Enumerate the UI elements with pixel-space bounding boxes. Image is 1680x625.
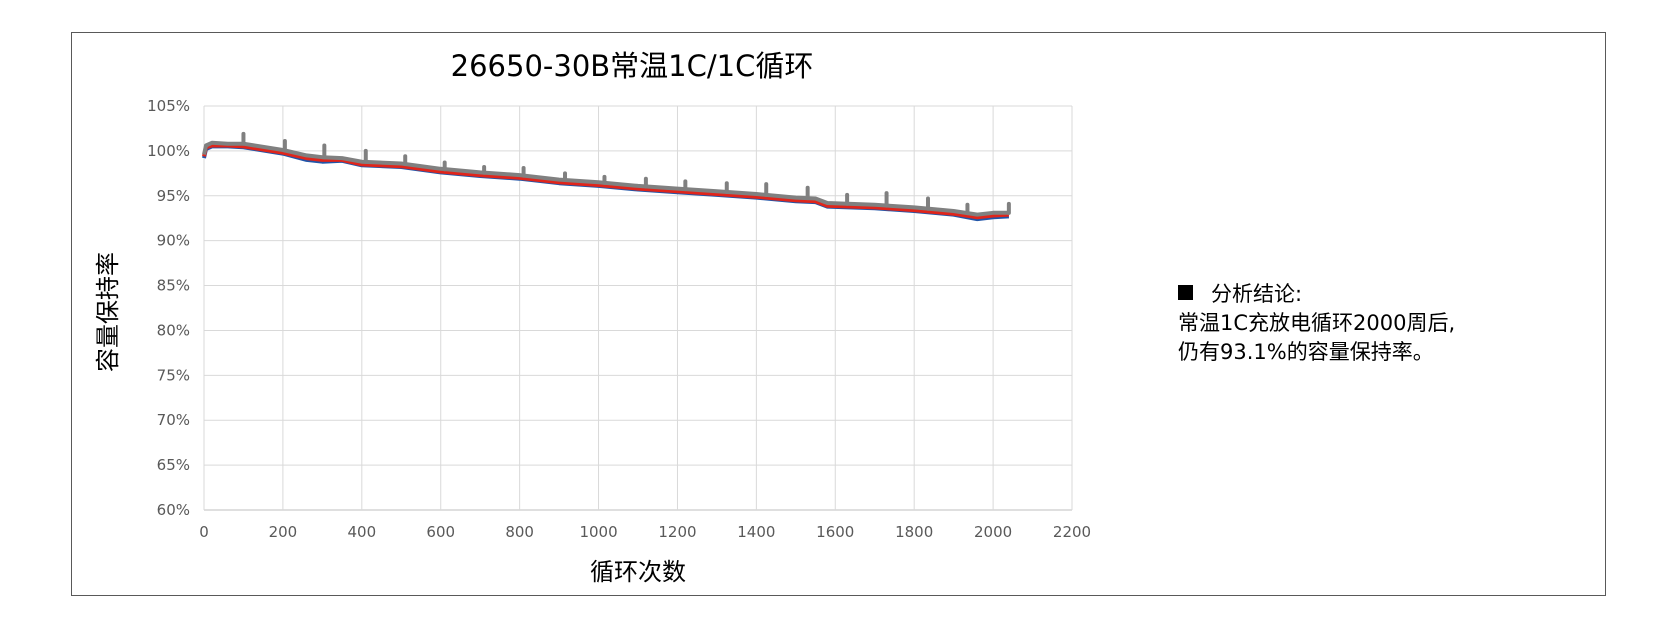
series-line-cell-2 — [202, 143, 1010, 220]
y-tick-label: 105% — [147, 97, 190, 115]
x-tick-label: 1600 — [816, 523, 854, 541]
y-tick-label: 90% — [157, 232, 190, 250]
x-tick-label: 1400 — [737, 523, 775, 541]
x-tick-label: 600 — [426, 523, 455, 541]
y-axis-title: 容量保持率 — [94, 252, 122, 372]
y-tick-label: 60% — [157, 501, 190, 519]
square-bullet-icon — [1178, 285, 1193, 300]
grid — [203, 105, 1073, 511]
series-group — [202, 131, 1011, 222]
x-axis-title: 循环次数 — [590, 558, 686, 586]
x-tick-label: 200 — [269, 523, 298, 541]
x-tick-label: 800 — [505, 523, 534, 541]
analysis-conclusion: 分析结论: 常温1C充放电循环2000周后, 仍有93.1%的容量保持率。 — [1178, 280, 1455, 367]
y-tick-label: 65% — [157, 456, 190, 474]
x-tick-label: 2000 — [974, 523, 1012, 541]
conclusion-line-2: 仍有93.1%的容量保持率。 — [1178, 340, 1434, 364]
y-tick-label: 70% — [157, 411, 190, 429]
y-tick-label: 95% — [157, 187, 190, 205]
y-tick-labels: 60% 65% 70% 75% 80% 85% 90% 95% 100% 105% — [147, 97, 190, 519]
x-tick-label: 0 — [199, 523, 209, 541]
conclusion-heading: 分析结论: — [1211, 282, 1303, 306]
chart-title: 26650-30B常温1C/1C循环 — [451, 49, 814, 83]
chart-frame — [71, 32, 1606, 596]
x-tick-label: 2200 — [1053, 523, 1091, 541]
conclusion-line-1: 常温1C充放电循环2000周后, — [1178, 311, 1456, 335]
x-tick-labels: 0 200 400 600 800 1000 1200 1400 1600 1800 2000 220… — [199, 523, 1091, 541]
y-tick-label: 80% — [157, 321, 190, 339]
y-tick-label: 100% — [147, 142, 190, 160]
x-tick-label: 400 — [347, 523, 376, 541]
y-tick-label: 75% — [157, 366, 190, 384]
x-tick-label: 1200 — [658, 523, 696, 541]
x-tick-label: 1000 — [579, 523, 617, 541]
y-tick-label: 85% — [157, 277, 190, 295]
x-tick-label: 1800 — [895, 523, 933, 541]
